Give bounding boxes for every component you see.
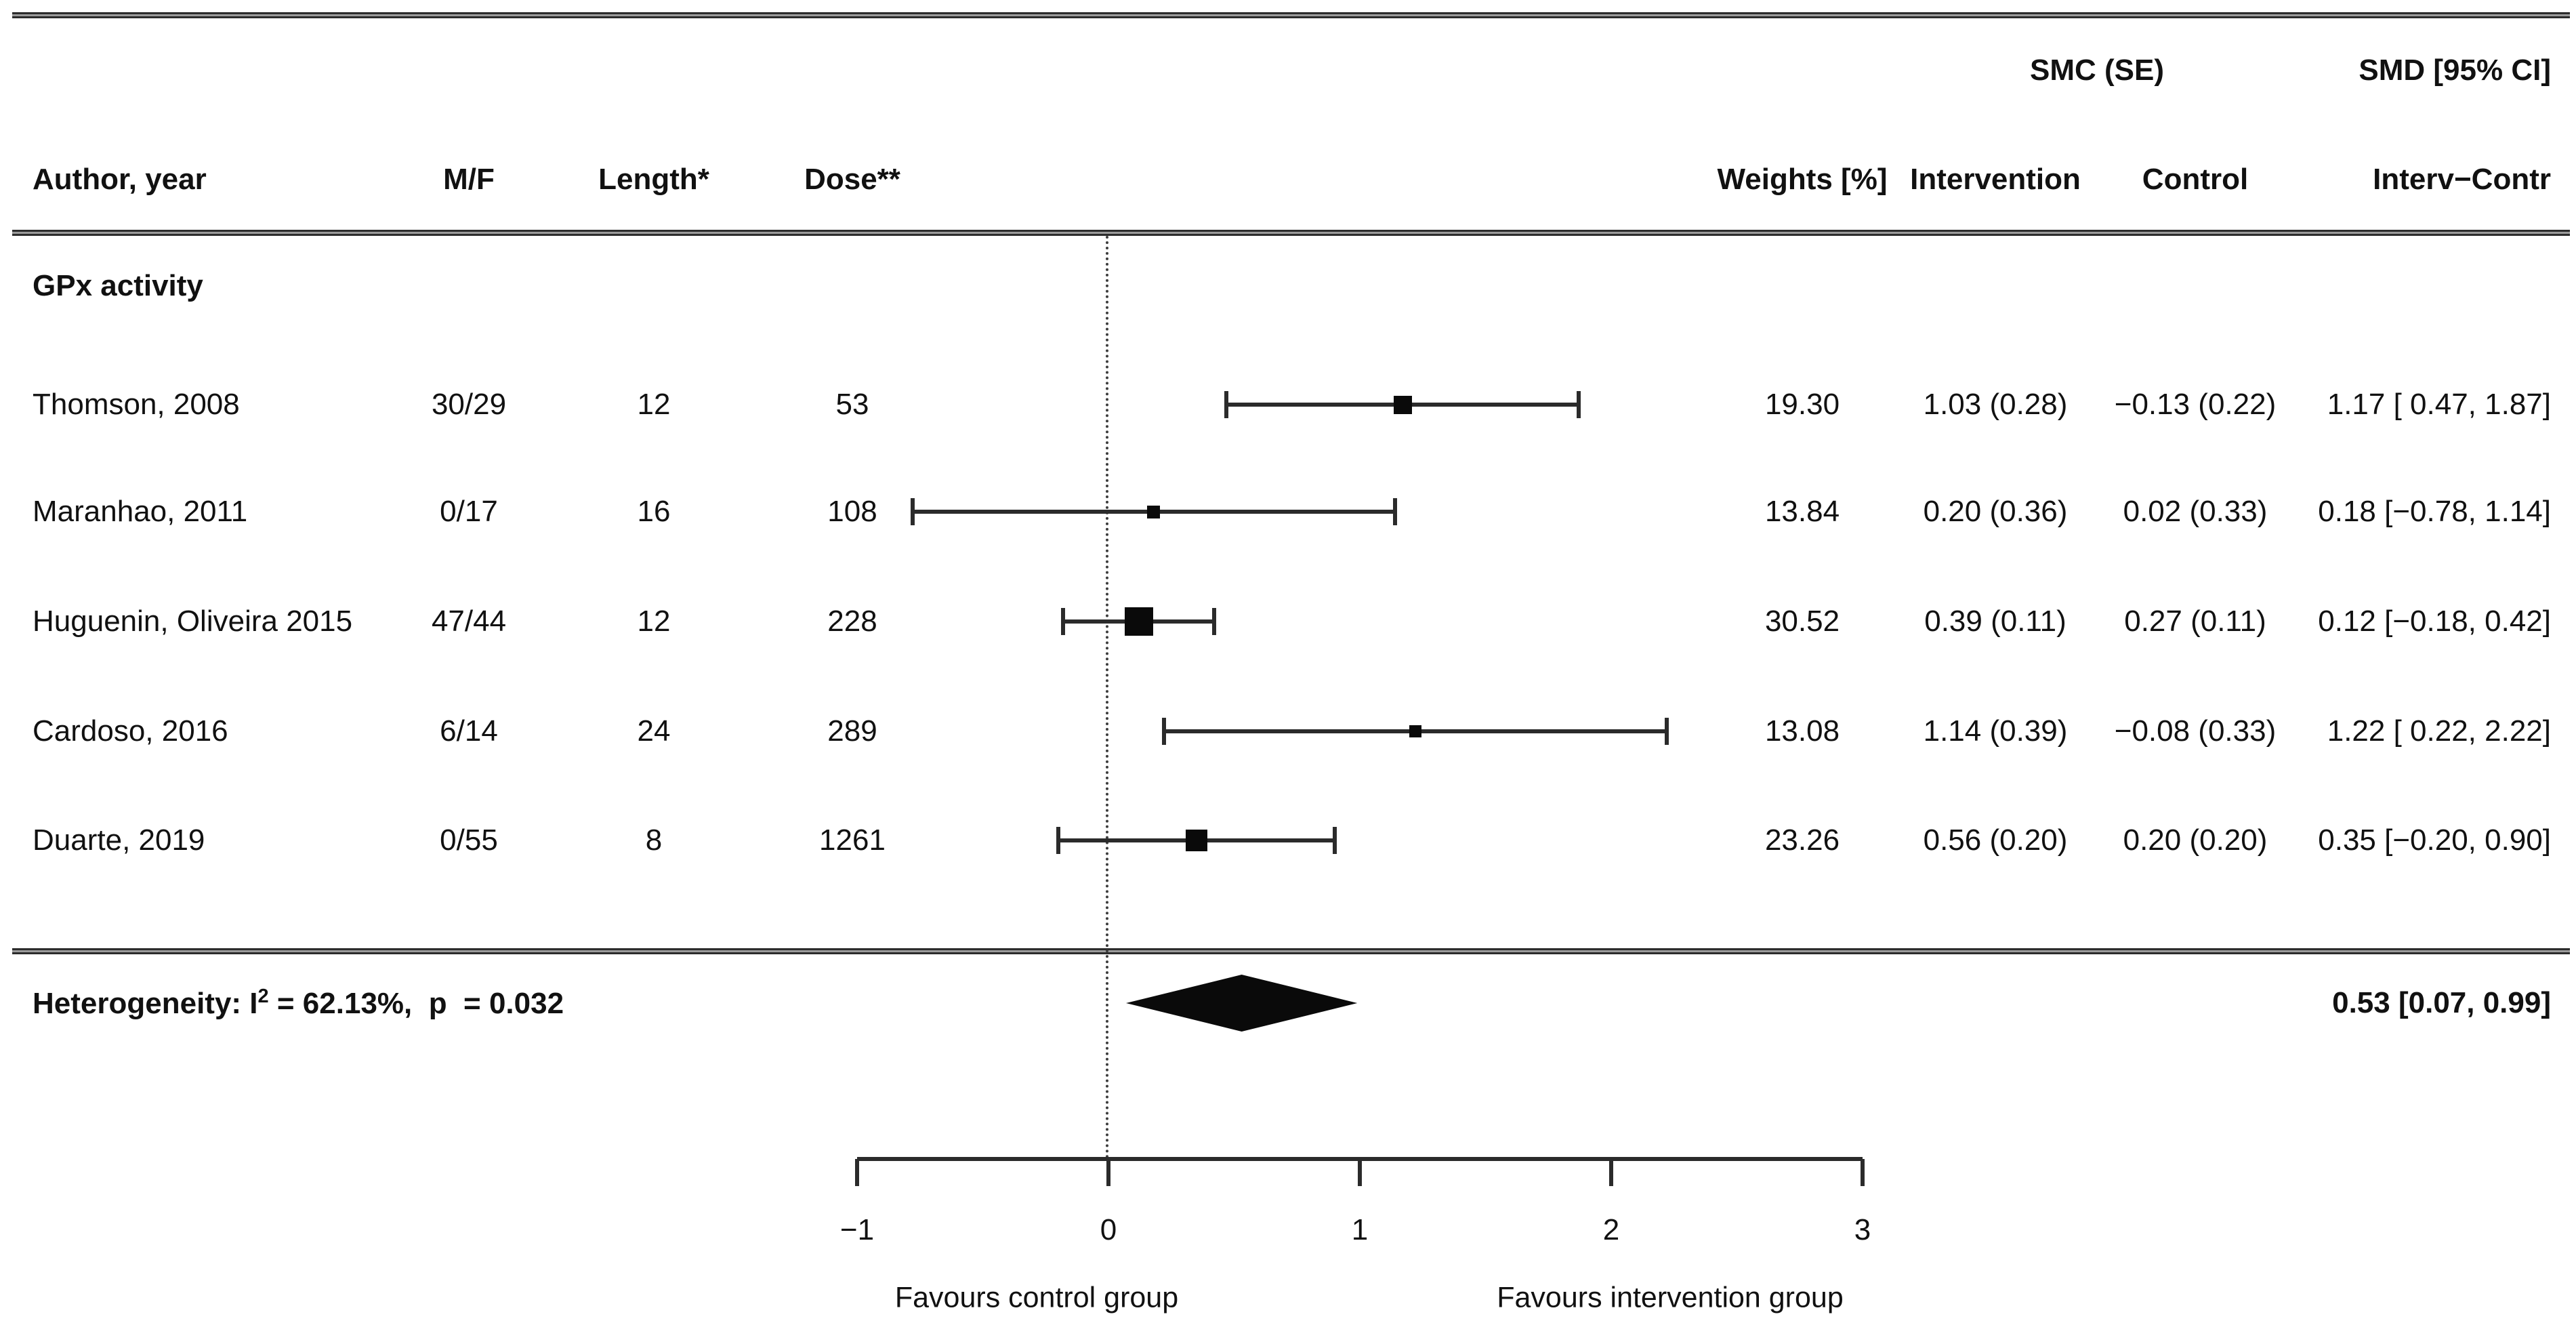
axis-tick bbox=[1106, 1159, 1110, 1186]
ci-cap-right bbox=[1211, 608, 1216, 635]
author-cell: Thomson, 2008 bbox=[33, 388, 240, 421]
ci-cap-right bbox=[1664, 718, 1669, 745]
author-cell: Maranhao, 2011 bbox=[33, 495, 248, 528]
heterogeneity-label: Heterogeneity: I2 = 62.13%, p = 0.032 bbox=[33, 985, 564, 1020]
column-header-author-year: Author, year bbox=[33, 163, 207, 196]
smc-intervention-cell: 0.20 (0.36) bbox=[1923, 495, 2068, 528]
effect-square bbox=[1124, 607, 1153, 636]
header-separator-rule bbox=[12, 230, 2570, 236]
column-header-mf: M/F bbox=[443, 163, 495, 196]
smd-ci-cell: 0.12 [−0.18, 0.42] bbox=[2318, 605, 2551, 638]
axis-tick-label: −1 bbox=[839, 1213, 875, 1246]
axis-tick bbox=[855, 1159, 859, 1186]
top-rule bbox=[12, 12, 2570, 18]
mf-cell: 47/44 bbox=[431, 605, 507, 638]
smc-control-cell: 0.20 (0.20) bbox=[2123, 823, 2268, 857]
ci-cap-left bbox=[1224, 391, 1229, 418]
smc-control-cell: 0.27 (0.11) bbox=[2124, 605, 2266, 638]
ci-cap-left bbox=[1061, 608, 1066, 635]
smc-intervention-cell: 0.39 (0.11) bbox=[1924, 605, 2066, 638]
smc-intervention-cell: 0.56 (0.20) bbox=[1923, 823, 2068, 857]
axis-tick bbox=[1861, 1159, 1865, 1186]
smc-intervention-cell: 1.03 (0.28) bbox=[1923, 388, 2068, 421]
dose-cell: 228 bbox=[827, 605, 877, 638]
smd-ci-cell: 1.17 [ 0.47, 1.87] bbox=[2327, 388, 2551, 421]
axis-tick-label: 0 bbox=[1100, 1213, 1117, 1246]
dose-cell: 53 bbox=[835, 388, 869, 421]
mf-cell: 0/17 bbox=[440, 495, 498, 528]
favours-control-label: Favours control group bbox=[894, 1281, 1179, 1314]
ci-cap-left bbox=[1161, 718, 1166, 745]
weight-cell: 30.52 bbox=[1764, 605, 1840, 638]
column-header-dose: Dose** bbox=[804, 163, 900, 196]
effect-square bbox=[1147, 505, 1161, 518]
ci-cap-left bbox=[1056, 827, 1060, 854]
length-cell: 12 bbox=[637, 388, 671, 421]
zero-reference-line bbox=[1106, 236, 1108, 1159]
ci-cap-right bbox=[1332, 827, 1337, 854]
weight-cell: 19.30 bbox=[1764, 388, 1840, 421]
dose-cell: 289 bbox=[827, 714, 877, 748]
effect-square bbox=[1409, 725, 1421, 737]
axis-tick-label: 2 bbox=[1602, 1213, 1620, 1246]
column-header-smc-se: SMC (SE) bbox=[2030, 54, 2164, 87]
column-header-interv-contr: Interv−Contr bbox=[2373, 163, 2551, 196]
author-cell: Duarte, 2019 bbox=[33, 823, 205, 857]
weight-cell: 23.26 bbox=[1764, 823, 1840, 857]
section-label-gpx-activity: GPx activity bbox=[33, 269, 203, 302]
column-header-smd-95ci: SMD [95% CI] bbox=[2359, 54, 2551, 87]
dose-cell: 1261 bbox=[819, 823, 886, 857]
ci-cap-right bbox=[1392, 498, 1397, 525]
author-cell: Cardoso, 2016 bbox=[33, 714, 228, 748]
axis-tick bbox=[1358, 1159, 1362, 1186]
summary-smd-value: 0.53 [0.07, 0.99] bbox=[2332, 986, 2551, 1019]
mf-cell: 0/55 bbox=[440, 823, 498, 857]
smd-ci-cell: 0.18 [−0.78, 1.14] bbox=[2318, 495, 2551, 528]
mf-cell: 6/14 bbox=[440, 714, 498, 748]
author-cell: Huguenin, Oliveira 2015 bbox=[33, 605, 353, 638]
ci-cap-right bbox=[1576, 391, 1581, 418]
smc-control-cell: −0.08 (0.33) bbox=[2114, 714, 2277, 748]
effect-square bbox=[1185, 830, 1207, 851]
column-header-control: Control bbox=[2142, 163, 2249, 196]
favours-intervention-label: Favours intervention group bbox=[1497, 1281, 1844, 1314]
column-header-length: Length* bbox=[598, 163, 709, 196]
length-cell: 12 bbox=[637, 605, 671, 638]
axis-tick-label: 3 bbox=[1854, 1213, 1871, 1246]
axis-tick-label: 1 bbox=[1351, 1213, 1369, 1246]
length-cell: 8 bbox=[645, 823, 663, 857]
dose-cell: 108 bbox=[827, 495, 877, 528]
effect-square bbox=[1393, 395, 1412, 414]
smc-control-cell: −0.13 (0.22) bbox=[2114, 388, 2277, 421]
column-header-weights: Weights [%] bbox=[1717, 163, 1888, 196]
smd-ci-cell: 1.22 [ 0.22, 2.22] bbox=[2327, 714, 2551, 748]
summary-diamond bbox=[1125, 975, 1358, 1032]
smd-ci-cell: 0.35 [−0.20, 0.90] bbox=[2318, 823, 2551, 857]
ci-cap-left bbox=[910, 498, 915, 525]
column-header-intervention: Intervention bbox=[1910, 163, 2081, 196]
weight-cell: 13.08 bbox=[1764, 714, 1840, 748]
mf-cell: 30/29 bbox=[431, 388, 507, 421]
weight-cell: 13.84 bbox=[1764, 495, 1840, 528]
length-cell: 24 bbox=[637, 714, 671, 748]
smc-control-cell: 0.02 (0.33) bbox=[2123, 495, 2268, 528]
summary-separator-rule bbox=[12, 948, 2570, 954]
smc-intervention-cell: 1.14 (0.39) bbox=[1923, 714, 2068, 748]
length-cell: 16 bbox=[637, 495, 671, 528]
axis-tick bbox=[1609, 1159, 1613, 1186]
